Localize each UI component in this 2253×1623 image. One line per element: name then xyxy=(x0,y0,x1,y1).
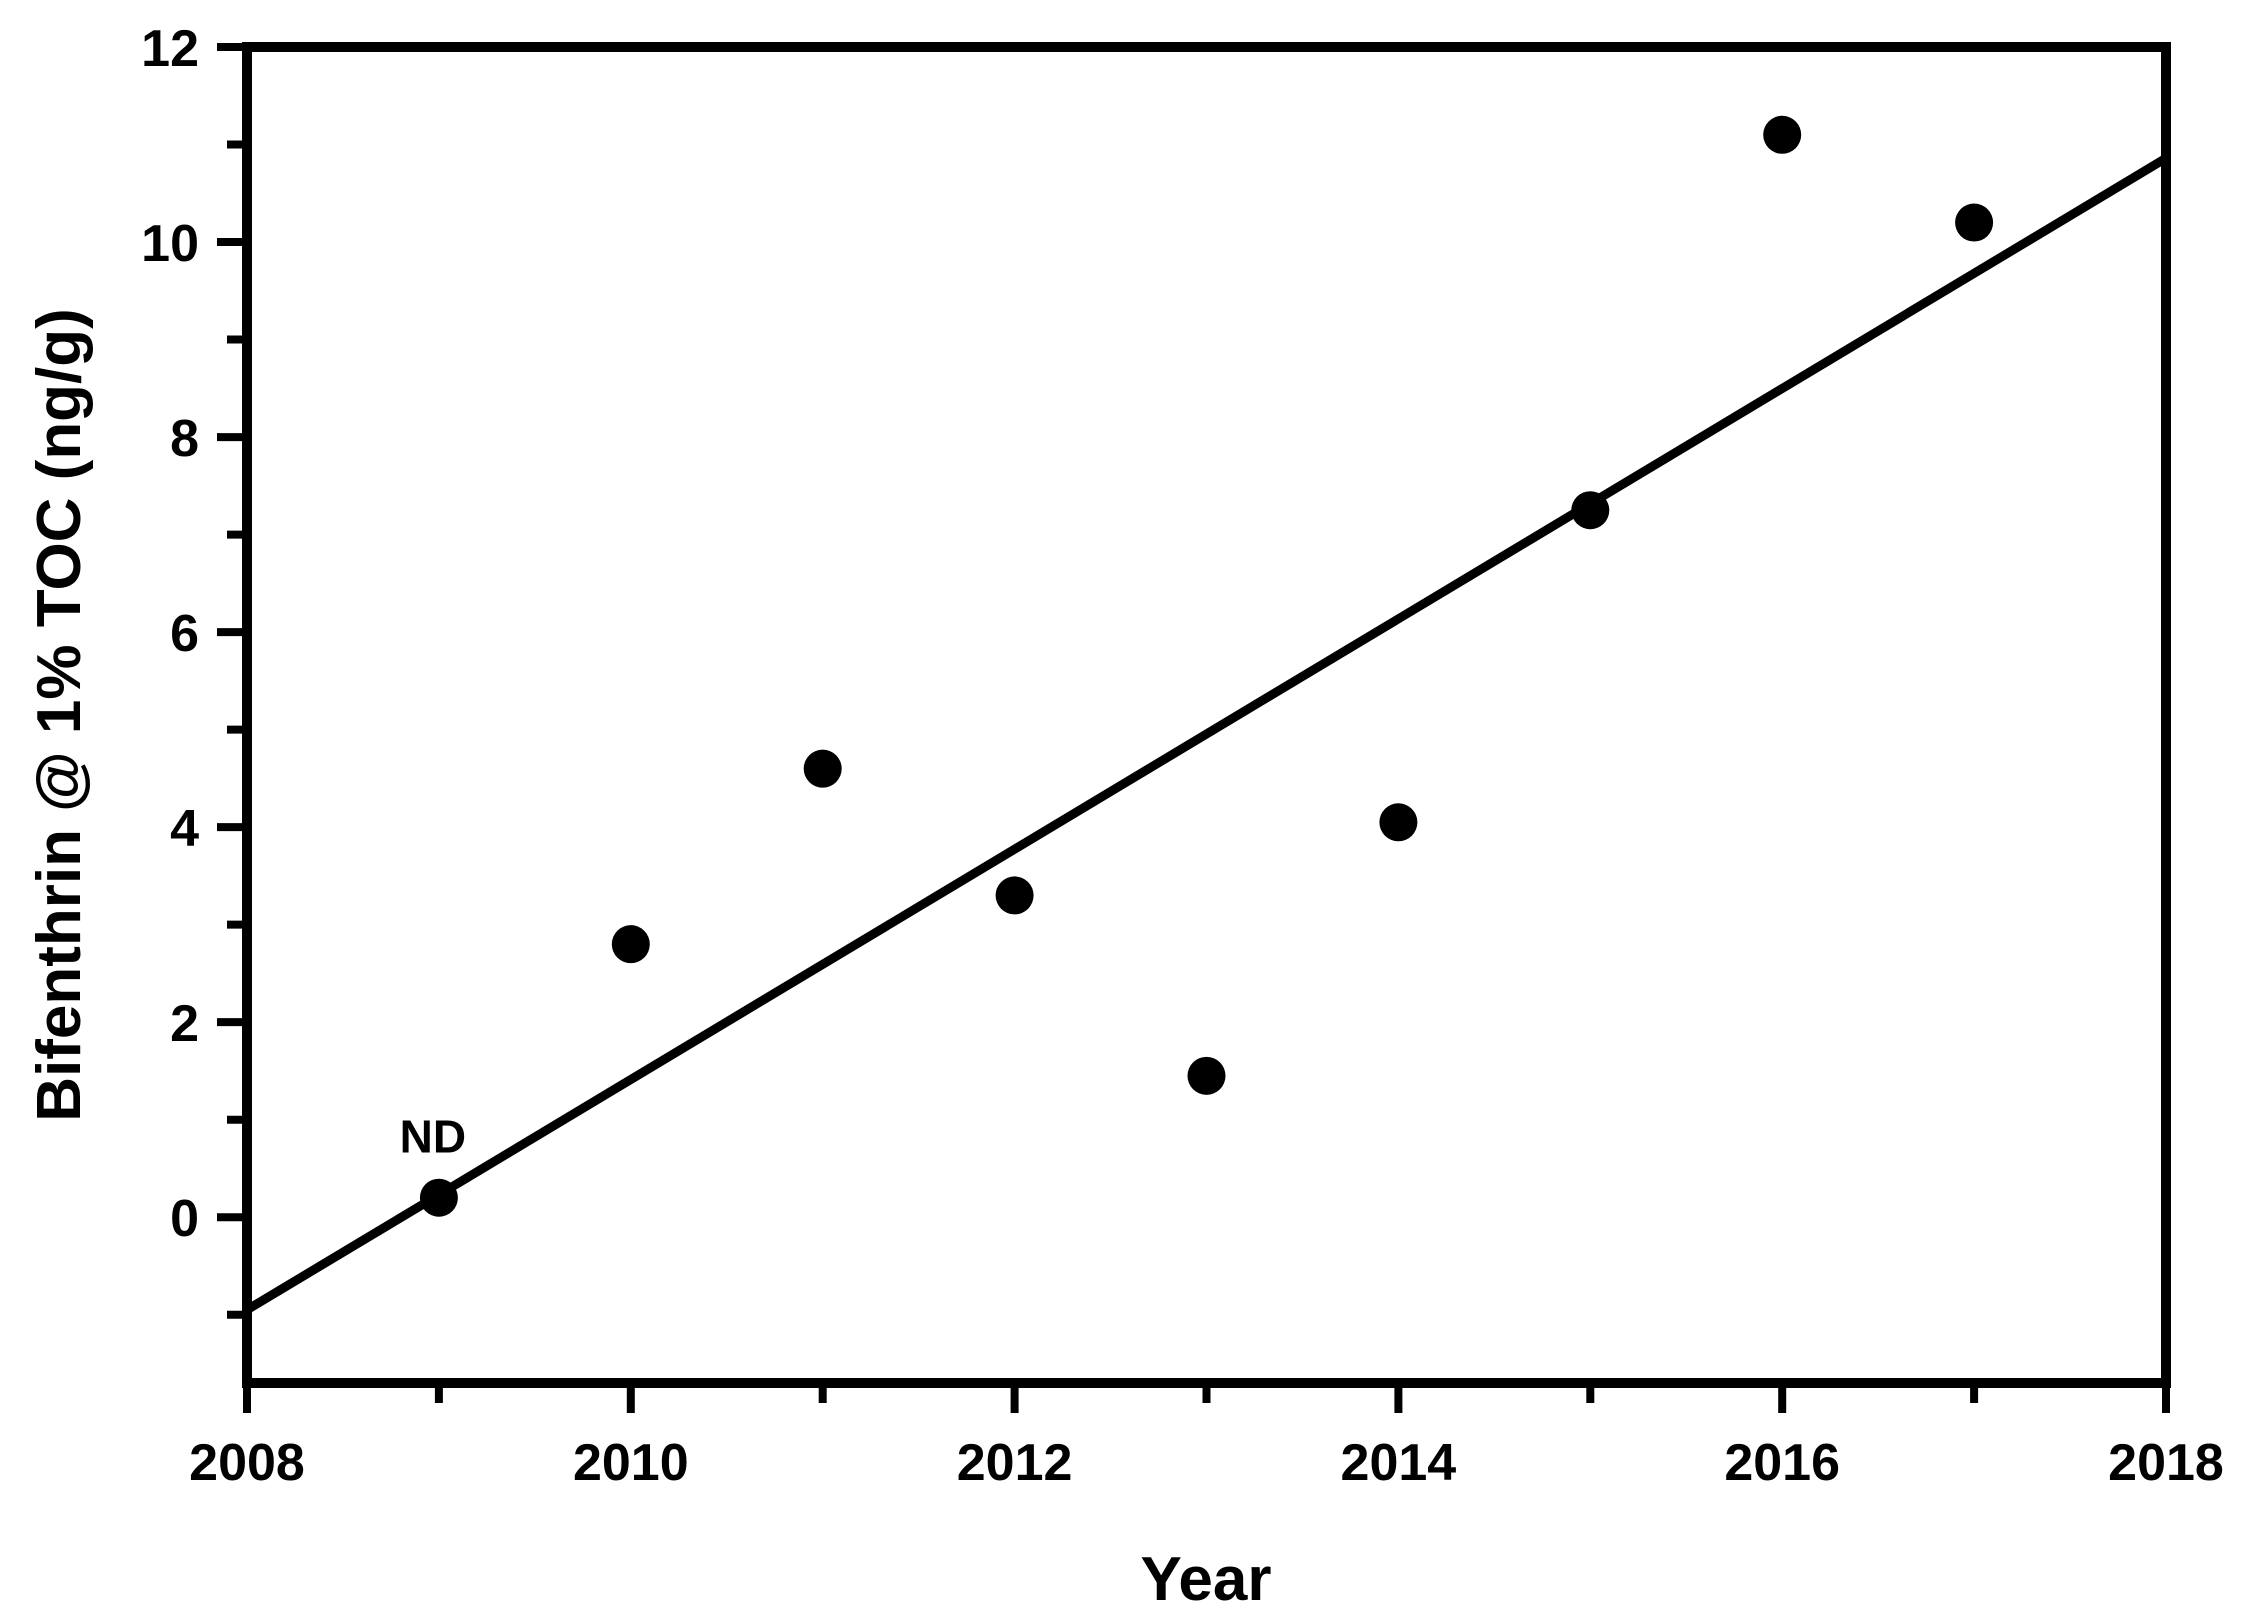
data-point xyxy=(1187,1056,1226,1095)
y-tick-label: 10 xyxy=(141,215,199,273)
y-tick-label: 4 xyxy=(170,800,199,858)
data-point xyxy=(803,749,842,788)
y-tick-label: 2 xyxy=(170,995,199,1053)
data-point xyxy=(1955,203,1994,242)
data-point xyxy=(419,1178,458,1217)
y-tick-label: 6 xyxy=(170,605,199,663)
x-tick-label: 2014 xyxy=(1341,1434,1457,1492)
y-tick-label: 8 xyxy=(170,410,199,468)
y-tick-label: 12 xyxy=(141,20,199,78)
x-tick-label: 2012 xyxy=(957,1434,1073,1492)
plot-frame xyxy=(242,42,2171,1388)
y-tick-label: 0 xyxy=(170,1190,199,1248)
data-point xyxy=(1571,491,1610,530)
x-tick-label: 2018 xyxy=(2108,1434,2224,1492)
x-tick-label: 2016 xyxy=(1724,1434,1840,1492)
trend-line xyxy=(244,154,2169,1314)
y-axis-title: Bifenthrin @ 1% TOC (ng/g) xyxy=(25,308,94,1122)
data-point xyxy=(1763,115,1802,154)
x-tick-label: 2008 xyxy=(189,1434,305,1492)
data-point xyxy=(1379,803,1418,842)
plot-area: 2008 2010 2012 2014 2016 2018 0 2 4 6 8 10 12 ND xyxy=(141,20,2224,1492)
x-axis-title: Year xyxy=(1140,1545,1271,1614)
data-point xyxy=(611,925,650,964)
data-point xyxy=(995,876,1034,915)
point-annotation: ND xyxy=(400,1111,466,1163)
x-tick-label: 2010 xyxy=(573,1434,689,1492)
